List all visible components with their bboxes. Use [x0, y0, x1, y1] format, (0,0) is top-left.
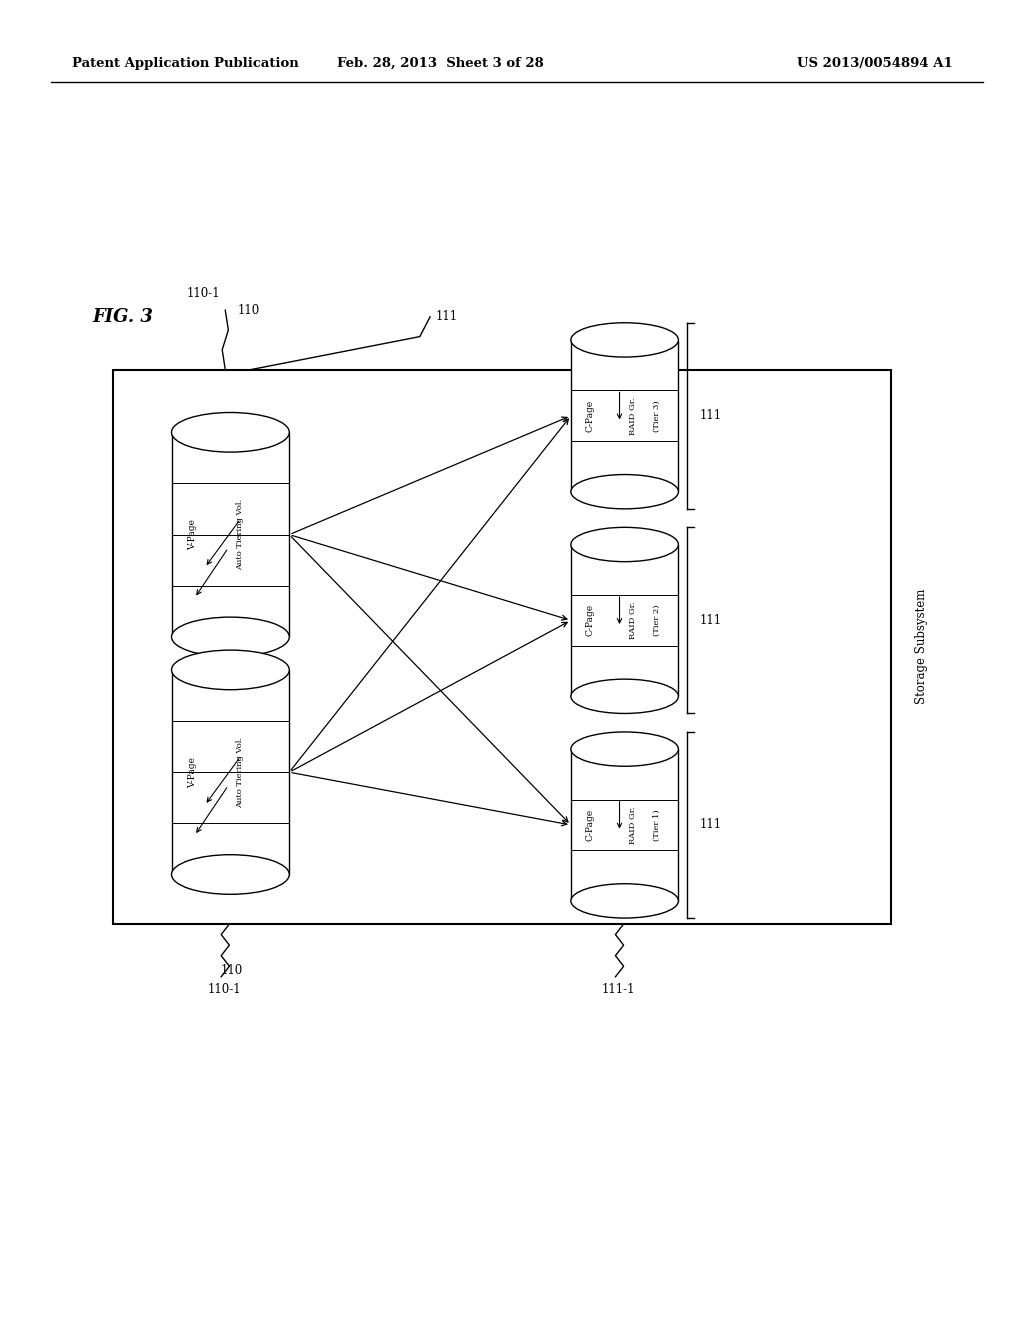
Ellipse shape [571, 731, 678, 766]
Text: 111-1: 111-1 [602, 983, 636, 997]
Text: RAID Gr.: RAID Gr. [629, 397, 637, 434]
Bar [571, 339, 678, 491]
Text: 110: 110 [220, 964, 243, 977]
Text: US 2013/0054894 A1: US 2013/0054894 A1 [797, 57, 952, 70]
Text: 111: 111 [700, 614, 722, 627]
Text: FIG. 3: FIG. 3 [92, 308, 153, 326]
Ellipse shape [571, 474, 678, 508]
Ellipse shape [571, 323, 678, 356]
Text: 110-1: 110-1 [208, 983, 242, 997]
Ellipse shape [571, 884, 678, 919]
Ellipse shape [172, 618, 290, 657]
Text: RAID Gr.: RAID Gr. [629, 602, 637, 639]
Text: Storage Subsystem: Storage Subsystem [915, 589, 928, 705]
Text: Feb. 28, 2013  Sheet 3 of 28: Feb. 28, 2013 Sheet 3 of 28 [337, 57, 544, 70]
Text: C-Page: C-Page [586, 605, 595, 636]
Ellipse shape [571, 528, 678, 562]
Text: 110: 110 [238, 304, 260, 317]
Text: 111: 111 [700, 409, 722, 422]
Ellipse shape [571, 678, 678, 713]
Text: 111: 111 [435, 310, 458, 323]
Text: V-Page: V-Page [188, 756, 198, 788]
Ellipse shape [172, 413, 290, 451]
Text: C-Page: C-Page [586, 809, 595, 841]
Bar [571, 544, 678, 697]
Ellipse shape [172, 651, 290, 689]
Ellipse shape [172, 855, 290, 895]
Bar [571, 750, 678, 900]
Text: RAID Gr.: RAID Gr. [629, 807, 637, 843]
Bar [172, 433, 290, 638]
Text: 111: 111 [700, 818, 722, 832]
Text: Auto Tiering Vol.: Auto Tiering Vol. [236, 499, 244, 570]
Bar [172, 671, 290, 875]
Text: (Tier 2): (Tier 2) [653, 605, 660, 636]
Bar [113, 370, 891, 924]
Text: (Tier 1): (Tier 1) [653, 809, 660, 841]
Text: C-Page: C-Page [586, 400, 595, 432]
Text: 110-1: 110-1 [186, 286, 220, 300]
Text: V-Page: V-Page [188, 519, 198, 550]
Text: (Tier 3): (Tier 3) [653, 400, 660, 432]
Text: Auto Tiering Vol.: Auto Tiering Vol. [236, 737, 244, 808]
Text: Patent Application Publication: Patent Application Publication [72, 57, 298, 70]
